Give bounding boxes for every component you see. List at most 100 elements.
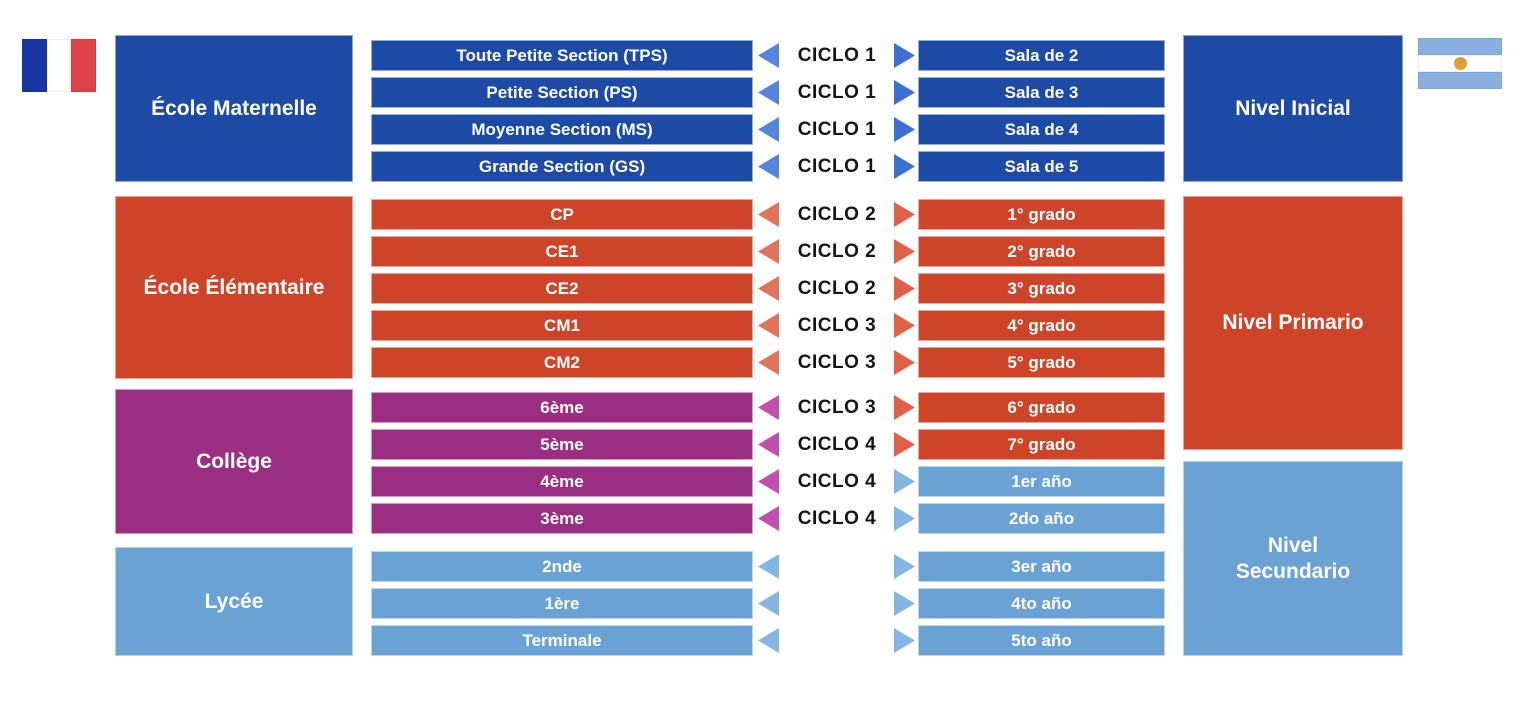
arrow-right-icon (894, 154, 915, 179)
ciclo-label: CICLO 1 (797, 45, 877, 66)
fr-grade-label: Moyenne Section (MS) (471, 119, 653, 139)
ar-level-label: Nivel Inicial (1235, 96, 1351, 120)
ar-grade-label: 2° grado (1007, 241, 1076, 261)
arrow-left-icon (758, 43, 779, 68)
ciclo-label (781, 625, 893, 656)
flag-stripe-blue (22, 39, 47, 92)
ar-grade-bar: 1er año (918, 466, 1165, 497)
ar-level-block-secundario: Nivel Secundario (1183, 461, 1403, 656)
fr-grade-bar: 3ème (371, 503, 753, 534)
grade-row: Terminale 5to año (371, 625, 1165, 656)
grade-row: 3ème CICLO 4 2do año (371, 503, 1165, 534)
fr-grade-bar: CE2 (371, 273, 753, 304)
fr-level-label: Collège (196, 449, 272, 473)
ciclo-label: CICLO 3 (797, 397, 877, 418)
argentina-flag-icon (1418, 38, 1502, 89)
grade-row: 1ère 4to año (371, 588, 1165, 619)
grade-row: Petite Section (PS) CICLO 1 Sala de 3 (371, 77, 1165, 108)
grade-row: 2nde 3er año (371, 551, 1165, 582)
fr-grade-label: Toute Petite Section (TPS) (456, 45, 668, 65)
ar-grade-label: 5to año (1011, 630, 1072, 650)
fr-grade-label: CP (550, 204, 574, 224)
arrow-left-icon (758, 154, 779, 179)
ar-grade-label: Sala de 5 (1004, 156, 1079, 176)
fr-grade-label: CE1 (545, 241, 579, 261)
arrow-right-icon (894, 80, 915, 105)
ar-grade-label: 3° grado (1007, 278, 1076, 298)
grade-row: CE2 CICLO 2 3° grado (371, 273, 1165, 304)
ar-grade-bar: 4to año (918, 588, 1165, 619)
band-lycee-rows: 2nde 3er año 1ère 4to año Terminale 5to … (371, 551, 1165, 656)
arrow-left-icon (758, 554, 779, 579)
ar-level-label: Nivel Primario (1222, 311, 1364, 334)
arrow-left-icon (758, 628, 779, 653)
arrow-right-icon (894, 313, 915, 338)
ciclo-label: CICLO 3 (797, 315, 877, 336)
fr-grade-label: 1ère (544, 593, 580, 613)
fr-grade-bar: Toute Petite Section (TPS) (371, 40, 753, 71)
fr-grade-label: CM1 (544, 315, 580, 335)
ar-grade-bar: Sala de 4 (918, 114, 1165, 145)
ar-grade-label: 2do año (1008, 508, 1075, 528)
flag-stripe-white (47, 39, 71, 92)
arrow-left-icon (758, 239, 779, 264)
ciclo-label: CICLO 2 (797, 204, 877, 225)
ar-grade-bar: Sala de 5 (918, 151, 1165, 182)
ar-grade-label: 1er año (1011, 471, 1072, 491)
ciclo-label (781, 551, 893, 582)
arrow-left-icon (758, 506, 779, 531)
fr-level-label: École Maternelle (151, 96, 317, 120)
ar-grade-label: 3er año (1011, 556, 1072, 576)
arrow-left-icon (758, 432, 779, 457)
ciclo-label: CICLO 1 (797, 82, 877, 103)
ar-grade-bar: 2do año (918, 503, 1165, 534)
fr-grade-label: Terminale (522, 630, 602, 650)
ciclo-label: CICLO 3 (797, 352, 877, 373)
fr-grade-bar: 6ème (371, 392, 753, 423)
grade-row: CE1 CICLO 2 2° grado (371, 236, 1165, 267)
ciclo-label: CICLO 4 (797, 471, 877, 492)
fr-grade-bar: CM2 (371, 347, 753, 378)
ar-grade-bar: 4° grado (918, 310, 1165, 341)
arrow-left-icon (758, 202, 779, 227)
arrow-right-icon (894, 350, 915, 375)
arrow-left-icon (758, 350, 779, 375)
grade-row: Grande Section (GS) CICLO 1 Sala de 5 (371, 151, 1165, 182)
grade-row: 4ème CICLO 4 1er año (371, 466, 1165, 497)
band-college-rows: 6ème CICLO 3 6° grado 5ème CICLO 4 7° gr… (371, 392, 1165, 534)
ar-level-label: Nivel Secundario (1235, 533, 1351, 583)
ar-grade-label: 1° grado (1007, 204, 1076, 224)
ar-grade-bar: 2° grado (918, 236, 1165, 267)
fr-grade-label: 2nde (542, 556, 582, 576)
fr-level-block-lycee: Lycée (115, 547, 353, 656)
ciclo-label: CICLO 1 (797, 156, 877, 177)
grade-row: 5ème CICLO 4 7° grado (371, 429, 1165, 460)
grade-row: 6ème CICLO 3 6° grado (371, 392, 1165, 423)
ar-level-block-primario: Nivel Primario (1183, 196, 1403, 450)
fr-grade-bar: 5ème (371, 429, 753, 460)
ar-grade-label: 4to año (1011, 593, 1072, 613)
grade-row: Toute Petite Section (TPS) CICLO 1 Sala … (371, 40, 1165, 71)
fr-grade-bar: Moyenne Section (MS) (371, 114, 753, 145)
fr-level-block-maternelle: École Maternelle (115, 35, 353, 182)
flag-stripe-lightblue-top (1418, 38, 1502, 55)
fr-grade-bar: 4ème (371, 466, 753, 497)
arrow-right-icon (894, 591, 915, 616)
fr-grade-label: CE2 (545, 278, 579, 298)
arrow-right-icon (894, 395, 915, 420)
ciclo-label: CICLO 2 (797, 241, 877, 262)
ar-grade-label: 5° grado (1007, 352, 1076, 372)
arrow-right-icon (894, 276, 915, 301)
grade-row: CP CICLO 2 1° grado (371, 199, 1165, 230)
fr-level-block-college: Collège (115, 389, 353, 534)
ar-grade-bar: Sala de 3 (918, 77, 1165, 108)
fr-grade-label: Petite Section (PS) (486, 82, 638, 102)
fr-grade-bar: CP (371, 199, 753, 230)
ar-grade-label: Sala de 4 (1004, 119, 1079, 139)
fr-grade-bar: Grande Section (GS) (371, 151, 753, 182)
flag-stripe-lightblue-bottom (1418, 72, 1502, 89)
ar-grade-bar: 7° grado (918, 429, 1165, 460)
arrow-left-icon (758, 117, 779, 142)
arrow-right-icon (894, 432, 915, 457)
arrow-right-icon (894, 554, 915, 579)
